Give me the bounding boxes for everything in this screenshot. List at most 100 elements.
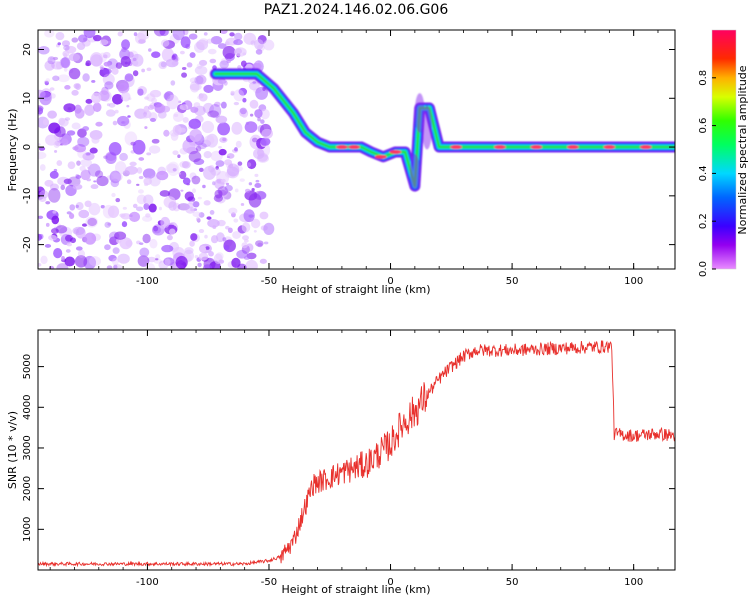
noise-blob bbox=[49, 183, 59, 191]
noise-blob bbox=[146, 67, 152, 72]
noise-blob bbox=[177, 203, 190, 211]
noise-blob bbox=[84, 104, 95, 116]
noise-blob bbox=[40, 255, 48, 265]
noise-blob bbox=[189, 172, 197, 180]
noise-blob bbox=[182, 117, 189, 123]
noise-blob bbox=[179, 170, 187, 180]
noise-blob bbox=[244, 190, 258, 201]
noise-blob bbox=[203, 200, 211, 206]
noise-blob bbox=[47, 110, 57, 119]
colorbar-ticks: 0.0 0.2 0.4 0.6 0.8 bbox=[698, 70, 716, 277]
noise-blob bbox=[108, 254, 117, 262]
noise-blob bbox=[224, 184, 233, 192]
noise-blob bbox=[195, 74, 207, 85]
noise-blob bbox=[218, 259, 225, 264]
noise-blob bbox=[151, 51, 161, 59]
x-tick-label: 0 bbox=[387, 276, 393, 287]
noise-blob bbox=[38, 233, 43, 241]
snr-line bbox=[38, 340, 675, 568]
noise-blob bbox=[188, 150, 202, 163]
noise-blob bbox=[139, 242, 144, 245]
noise-blob bbox=[124, 131, 138, 146]
noise-blob bbox=[188, 33, 198, 40]
noise-blob bbox=[256, 191, 267, 200]
noise-blob bbox=[124, 73, 134, 82]
noise-blob bbox=[107, 222, 112, 226]
noise-blob bbox=[76, 160, 81, 166]
noise-blob bbox=[142, 168, 156, 179]
noise-blob bbox=[254, 182, 262, 189]
noise-blob bbox=[110, 178, 120, 188]
y-tick-label: -20 bbox=[22, 236, 33, 252]
y-tick-label: 2000 bbox=[22, 476, 33, 501]
noise-blob bbox=[74, 143, 87, 153]
x-tick-label: 50 bbox=[506, 577, 519, 588]
noise-blob bbox=[112, 94, 124, 105]
noise-blob bbox=[160, 39, 170, 47]
noise-blob bbox=[216, 170, 230, 185]
noise-blob bbox=[177, 154, 181, 159]
noise-blob bbox=[191, 175, 201, 185]
noise-blob bbox=[210, 235, 219, 244]
noise-blob bbox=[111, 172, 123, 182]
noise-blob bbox=[79, 165, 86, 172]
noise-blob bbox=[82, 223, 88, 227]
noise-blob bbox=[53, 168, 58, 172]
noise-blob bbox=[192, 201, 200, 208]
noise-blob bbox=[75, 204, 79, 209]
noise-blob bbox=[82, 152, 95, 161]
noise-blob bbox=[181, 161, 191, 169]
noise-blob bbox=[91, 79, 96, 83]
noise-blob bbox=[227, 227, 233, 234]
noise-blob bbox=[263, 39, 275, 51]
ridge-hotspot bbox=[348, 145, 361, 150]
noise-blob bbox=[222, 237, 227, 242]
noise-blob bbox=[122, 206, 127, 210]
noise-blob bbox=[190, 208, 195, 212]
noise-blob bbox=[52, 56, 59, 61]
noise-blob bbox=[55, 31, 65, 41]
noise-blob bbox=[64, 117, 71, 121]
noise-blob bbox=[72, 183, 83, 190]
noise-blob bbox=[151, 138, 160, 144]
noise-blob bbox=[182, 139, 196, 154]
ridge-hotspot bbox=[389, 149, 402, 154]
noise-blob bbox=[77, 34, 88, 43]
noise-blob bbox=[255, 240, 264, 247]
noise-blob bbox=[148, 104, 155, 110]
noise-blob bbox=[137, 88, 144, 96]
noise-blob bbox=[217, 78, 227, 84]
noise-blob bbox=[207, 219, 220, 228]
spectrogram-x-ticks: -100 -50 0 50 100 bbox=[49, 30, 659, 287]
noise-blob bbox=[141, 215, 153, 222]
y-tick-label: 10 bbox=[22, 92, 33, 105]
noise-blob bbox=[234, 147, 238, 152]
noise-blob bbox=[208, 251, 214, 257]
x-tick-label: -100 bbox=[136, 577, 159, 588]
noise-blob bbox=[215, 160, 225, 167]
noise-blob bbox=[220, 101, 227, 109]
noise-blob bbox=[260, 137, 271, 146]
noise-blob bbox=[173, 113, 179, 117]
noise-blob bbox=[134, 108, 147, 119]
noise-blob bbox=[171, 55, 176, 61]
noise-blob bbox=[253, 230, 257, 233]
noise-blob bbox=[209, 210, 215, 215]
noise-blob bbox=[167, 161, 180, 177]
noise-blob bbox=[93, 180, 97, 183]
ridge-hotspot bbox=[493, 145, 506, 150]
noise-blob bbox=[254, 109, 263, 118]
noise-blob bbox=[231, 257, 241, 269]
noise-blob bbox=[237, 65, 242, 70]
noise-blob bbox=[129, 161, 137, 167]
noise-blob bbox=[109, 170, 122, 184]
noise-blob bbox=[215, 166, 219, 170]
noise-blob bbox=[74, 255, 88, 268]
noise-blob bbox=[66, 242, 73, 247]
noise-blob bbox=[58, 117, 66, 126]
x-tick-label: 100 bbox=[624, 577, 643, 588]
noise-blob bbox=[115, 198, 121, 203]
noise-blob bbox=[244, 188, 251, 193]
